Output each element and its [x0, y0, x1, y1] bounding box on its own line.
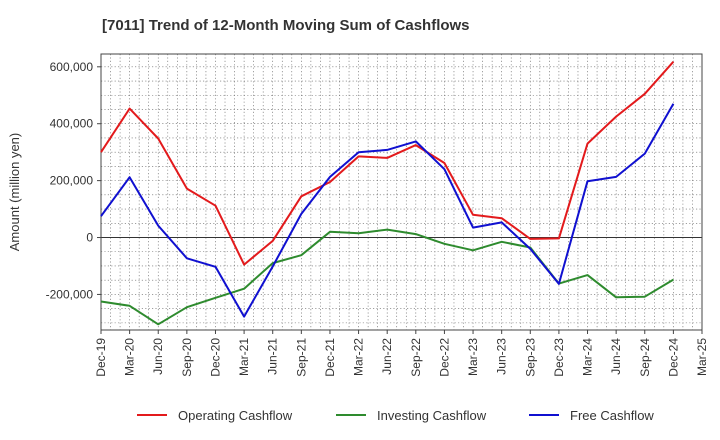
- x-tick-label: Dec-22: [437, 338, 451, 377]
- x-tick-label: Dec-19: [94, 338, 108, 377]
- legend-label: Investing Cashflow: [377, 408, 487, 423]
- x-tick-label: Sep-20: [180, 338, 194, 377]
- x-tick-label: Dec-24: [666, 338, 680, 377]
- y-axis-label: Amount (million yen): [7, 133, 22, 252]
- x-tick-label: Sep-24: [638, 338, 652, 377]
- y-axis: -200,000 0 200,000 400,000 600,000: [46, 60, 101, 301]
- x-tick-label: Jun-21: [266, 338, 280, 375]
- x-tick-label: Mar-23: [466, 338, 480, 376]
- x-tick-label: Mar-20: [123, 338, 137, 376]
- x-tick-label: Dec-20: [208, 338, 222, 377]
- x-tick-label: Mar-25: [695, 338, 709, 376]
- x-tick-label: Mar-24: [581, 338, 595, 376]
- x-axis: Dec-19 Mar-20 Jun-20 Sep-20 Dec-20 Mar-21 Jun-…: [94, 330, 709, 377]
- y-tick-label: 400,000: [50, 117, 94, 131]
- grid: [101, 54, 702, 330]
- chart-title: [7011] Trend of 12-Month Moving Sum of C…: [102, 17, 470, 34]
- x-tick-label: Jun-23: [495, 338, 509, 375]
- y-tick-label: 200,000: [50, 174, 94, 188]
- series-line-investing-cashflow: [100, 228, 674, 326]
- y-tick-label: -200,000: [46, 287, 94, 301]
- x-tick-label: Jun-22: [380, 338, 394, 375]
- y-tick-label: 0: [86, 231, 93, 245]
- y-tick-label: 600,000: [50, 60, 94, 74]
- plot-border: [100, 53, 703, 331]
- x-tick-label: Jun-20: [151, 338, 165, 375]
- x-tick-label: Sep-21: [294, 338, 308, 377]
- x-tick-label: Dec-21: [323, 338, 337, 377]
- legend-label: Operating Cashflow: [178, 408, 293, 423]
- x-tick-label: Sep-22: [409, 338, 423, 377]
- series-lines: [100, 61, 675, 326]
- legend: Operating Cashflow Investing Cashflow Free…: [137, 408, 654, 423]
- x-tick-label: Mar-21: [237, 338, 251, 376]
- x-tick-label: Jun-24: [609, 338, 623, 375]
- x-tick-label: Dec-23: [552, 338, 566, 377]
- x-tick-label: Sep-23: [523, 338, 537, 377]
- series-line-free-cashflow: [100, 103, 675, 318]
- series-line-operating-cashflow: [100, 61, 675, 266]
- legend-label: Free Cashflow: [570, 408, 654, 423]
- x-tick-label: Mar-22: [352, 338, 366, 376]
